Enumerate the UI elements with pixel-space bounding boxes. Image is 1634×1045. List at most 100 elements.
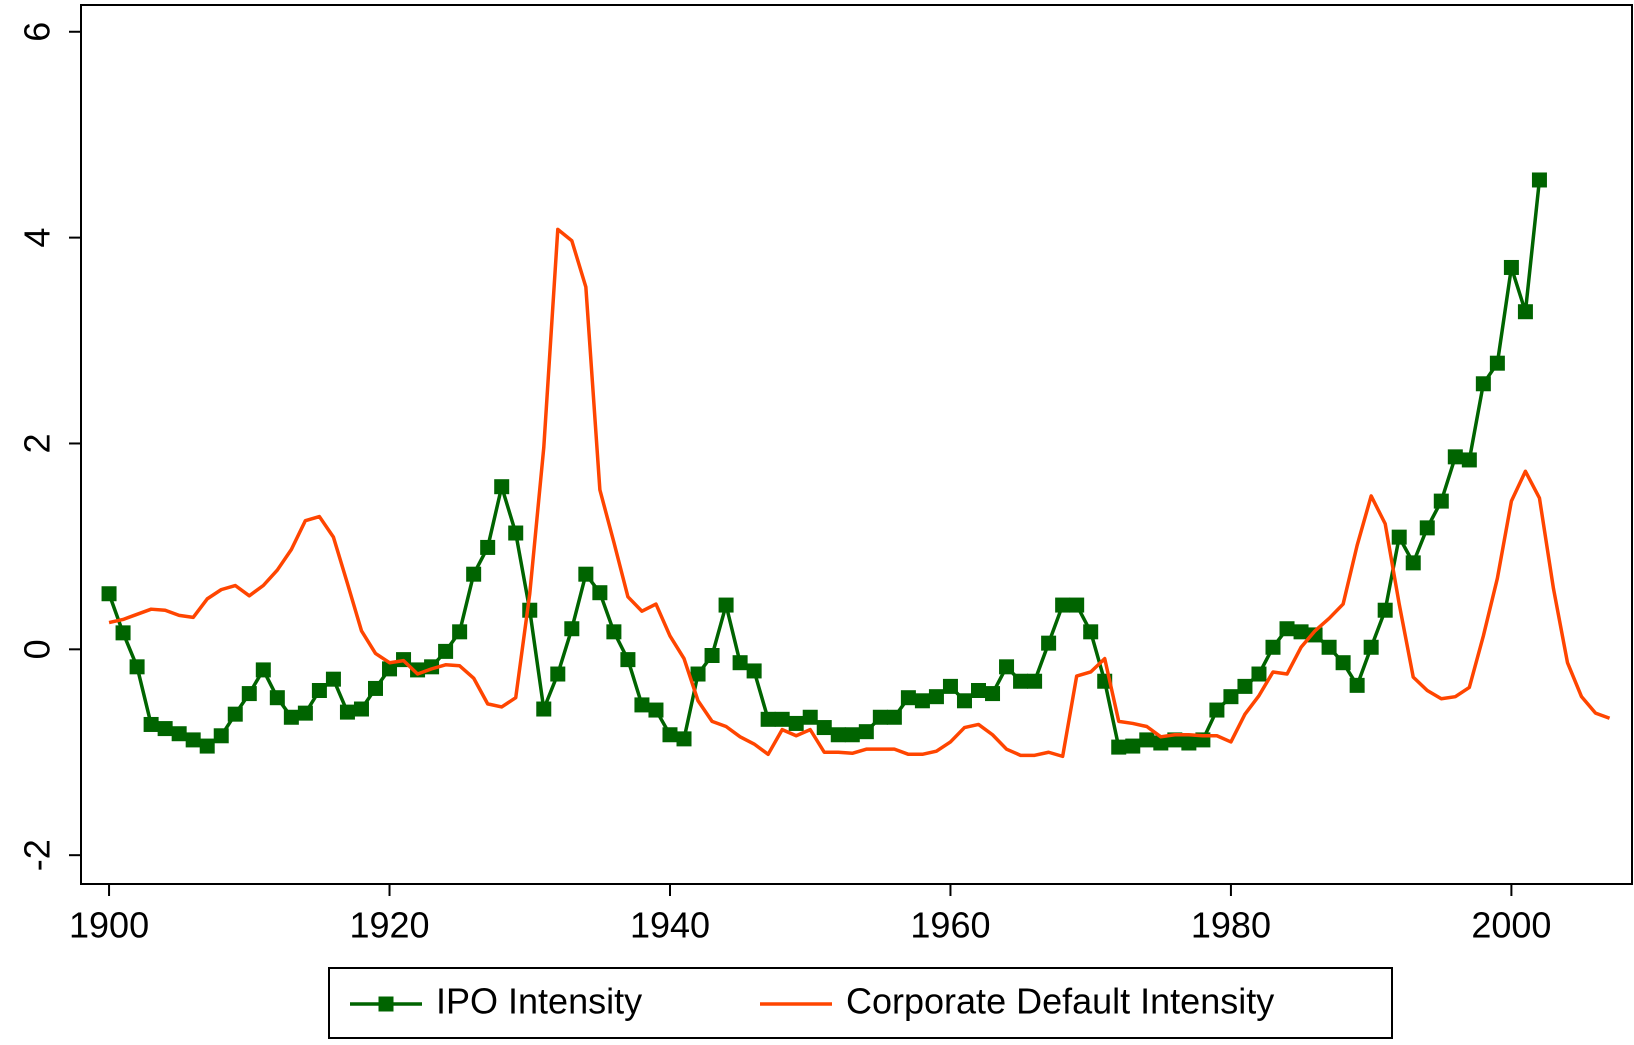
y-tick-label: 6 [17,22,58,42]
marker [690,666,706,682]
series-line [107,179,1542,749]
marker [438,643,454,659]
marker [942,678,958,694]
marker [1377,602,1393,618]
marker [311,682,327,698]
marker [255,662,271,678]
marker [269,690,285,706]
marker [1237,678,1253,694]
marker [339,704,355,720]
marker [816,720,832,736]
marker [578,566,594,582]
marker [171,726,187,742]
marker [129,659,145,675]
y-tick-label: 0 [17,639,58,659]
marker [564,621,580,637]
marker [536,701,552,717]
marker [718,597,734,613]
x-tick-label: 1940 [630,905,710,946]
marker [1125,738,1141,754]
marker [241,686,257,702]
marker [676,731,692,747]
marker [1111,739,1127,755]
x-tick-label: 1900 [69,905,149,946]
marker [1307,627,1323,643]
marker [199,738,215,754]
x-tick-label: 1920 [349,905,429,946]
marker [1475,376,1491,392]
legend-box [328,967,1393,1039]
marker [367,680,383,696]
marker [508,525,524,541]
marker [774,711,790,727]
series-line [108,227,1611,759]
marker [1209,702,1225,718]
marker [1055,597,1071,613]
x-tick-label: 1980 [1191,905,1271,946]
marker [1391,529,1407,545]
marker [1531,172,1547,188]
marker [297,705,313,721]
marker [1419,520,1435,536]
legend-label: IPO Intensity [436,981,642,1022]
marker [1279,621,1295,637]
y-tick-label: -2 [17,839,58,871]
marker [620,652,636,668]
marker [914,693,930,709]
marker [1041,635,1057,651]
marker [494,479,510,495]
legend-label: Corporate Default Intensity [846,981,1274,1022]
marker [1223,689,1239,705]
marker [1251,666,1267,682]
marker [550,666,566,682]
marker [648,702,664,718]
marker [1181,735,1197,751]
marker [1013,673,1029,689]
marker [185,732,201,748]
marker [592,585,608,601]
marker [1153,735,1169,751]
marker [802,709,818,725]
marker [1349,677,1365,693]
marker [746,663,762,679]
marker [1363,639,1379,655]
marker [213,728,229,744]
marker [1447,449,1463,465]
marker [101,586,117,602]
marker [999,659,1015,675]
marker [662,727,678,743]
plot-frame [80,4,1633,885]
marker [788,715,804,731]
marker [971,682,987,698]
marker [900,690,916,706]
marker [1069,597,1085,613]
marker [1461,452,1477,468]
marker [353,701,369,717]
marker [1265,639,1281,655]
marker [928,689,944,705]
marker [732,655,748,671]
marker [858,724,874,740]
legend-marker [378,996,394,1012]
marker [143,716,159,732]
marker [382,661,398,677]
marker [466,566,482,582]
marker [1503,259,1519,275]
marker [886,709,902,725]
marker [452,624,468,640]
x-tick-label: 2000 [1471,905,1551,946]
marker [634,697,650,713]
marker [283,709,299,725]
y-tick-label: 4 [17,228,58,248]
marker [227,706,243,722]
marker [1433,493,1449,509]
marker [1517,304,1533,320]
marker [704,648,720,664]
x-tick-label: 1960 [910,905,990,946]
marker [1027,673,1043,689]
marker [325,671,341,687]
marker [956,693,972,709]
marker [830,727,846,743]
marker [1321,639,1337,655]
